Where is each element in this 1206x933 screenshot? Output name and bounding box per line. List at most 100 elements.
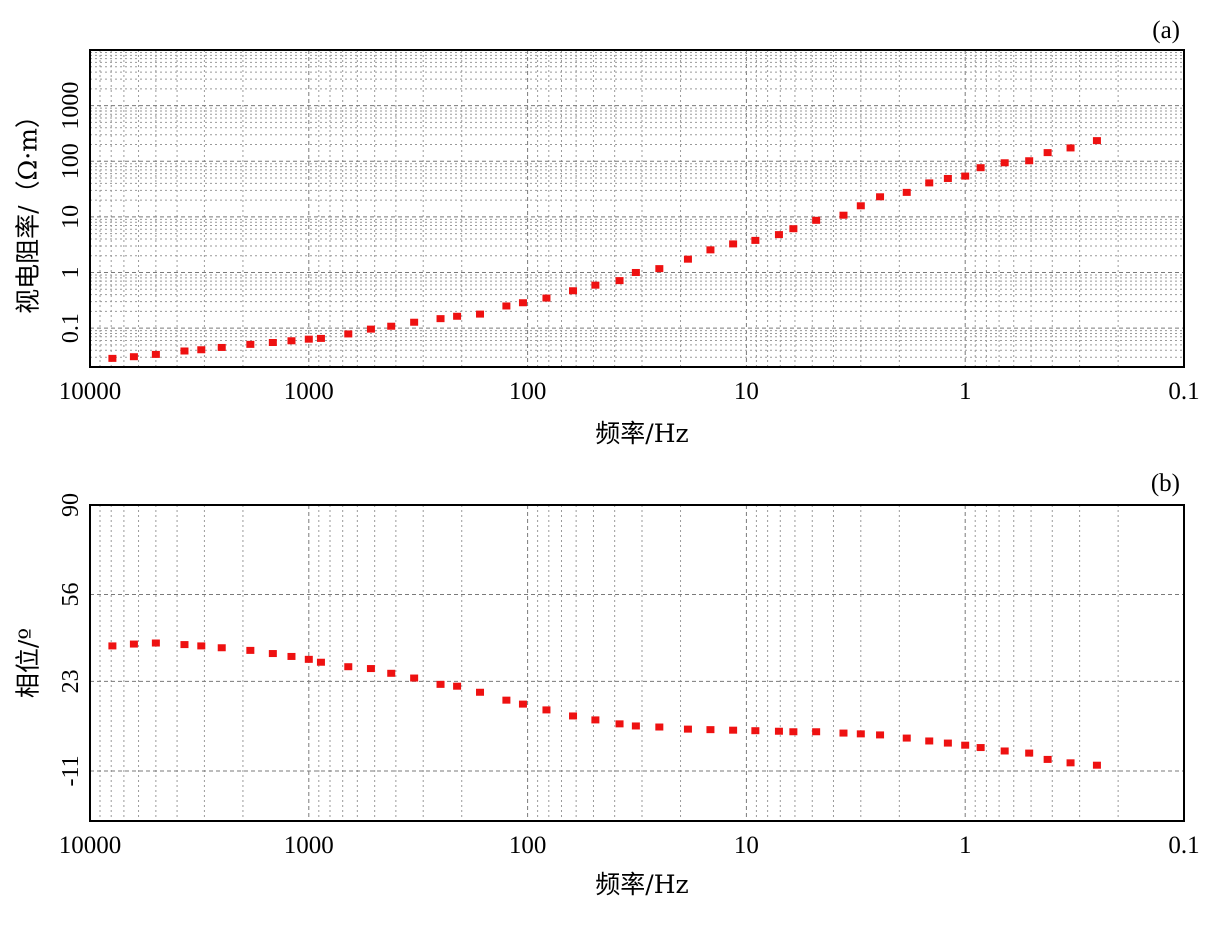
data-point: [151, 639, 160, 647]
data-point: [287, 337, 296, 345]
phase-grid: [90, 505, 1184, 821]
data-point: [410, 674, 419, 682]
data-point: [453, 312, 462, 320]
data-point: [1092, 137, 1101, 145]
data-point: [268, 650, 277, 658]
data-point: [706, 246, 715, 254]
x-tick-label: 1: [959, 378, 972, 405]
data-point: [344, 330, 353, 338]
phase-plot-frame: [89, 504, 1185, 822]
phase-x-axis-label: 频率/Hz: [595, 870, 688, 899]
data-point: [436, 315, 445, 323]
data-point: [569, 712, 578, 720]
data-point: [502, 696, 511, 704]
y-tick-label: 1000: [58, 82, 84, 130]
data-point: [683, 255, 692, 263]
x-tick-label: 10000: [59, 832, 122, 859]
data-point: [197, 642, 206, 650]
x-tick-label: 1000: [284, 378, 334, 405]
data-point: [542, 706, 551, 714]
data-point: [316, 334, 325, 342]
data-point: [1066, 759, 1075, 767]
data-point: [518, 299, 527, 307]
panel-label-b: (b): [1151, 470, 1180, 497]
data-point: [706, 726, 715, 734]
data-point: [812, 216, 821, 224]
y-tick-label: 100: [58, 143, 84, 179]
data-point: [1000, 747, 1009, 755]
data-point: [943, 739, 952, 747]
data-point: [876, 193, 885, 201]
data-point: [108, 642, 117, 650]
data-point: [812, 728, 821, 736]
resistivity-panel: 10000 1000 100 10 1 0.1 0.1 1 10 100 1000 频率/Hz 视…: [14, 17, 1200, 448]
data-point: [1025, 157, 1034, 165]
resistivity-x-ticks: 10000 1000 100 10 1 0.1: [59, 378, 1200, 405]
data-point: [902, 734, 911, 742]
phase-y-axis-label: 相位/º: [14, 628, 43, 698]
data-point: [839, 211, 848, 219]
data-point: [387, 669, 396, 677]
data-point: [1025, 749, 1034, 757]
data-point: [751, 727, 760, 735]
x-tick-label: 100: [509, 378, 547, 405]
data-point: [476, 688, 485, 696]
resistivity-y-ticks: 0.1 1 10 100 1000: [58, 82, 84, 343]
data-point: [591, 281, 600, 289]
x-tick-label: 10000: [59, 378, 122, 405]
data-point: [961, 741, 970, 749]
data-point: [655, 723, 664, 731]
x-tick-label: 1000: [284, 832, 334, 859]
resistivity-grid: [90, 50, 1184, 367]
x-tick-label: 0.1: [1168, 378, 1199, 405]
x-tick-label: 1: [959, 832, 972, 859]
data-point: [387, 322, 396, 330]
resistivity-x-axis-label: 频率/Hz: [595, 419, 688, 448]
data-point: [1000, 159, 1009, 167]
data-point: [569, 287, 578, 295]
data-point: [366, 325, 375, 333]
data-point: [217, 644, 226, 652]
data-point: [856, 730, 865, 738]
data-point: [591, 716, 600, 724]
data-point: [876, 731, 885, 739]
data-point: [856, 202, 865, 210]
data-point: [655, 265, 664, 273]
data-point: [410, 318, 419, 326]
data-point: [542, 294, 551, 302]
data-point: [1043, 149, 1052, 157]
data-point: [789, 225, 798, 233]
data-point: [108, 354, 117, 362]
data-point: [316, 658, 325, 666]
data-point: [683, 725, 692, 733]
x-tick-label: 10: [734, 378, 759, 405]
data-point: [1066, 144, 1075, 152]
data-point: [246, 340, 255, 348]
resistivity-y-axis-label: 视电阻率/（Ω·m）: [14, 103, 43, 314]
data-point: [151, 350, 160, 358]
data-point: [631, 268, 640, 276]
data-point: [729, 240, 738, 248]
data-point: [304, 335, 313, 343]
data-point: [902, 188, 911, 196]
resistivity-plot-frame: [89, 49, 1185, 368]
data-point: [287, 652, 296, 660]
phase-points: [108, 639, 1101, 769]
data-point: [631, 722, 640, 730]
data-point: [453, 682, 462, 690]
y-tick-label: 90: [58, 493, 84, 517]
y-tick-label: 23: [58, 669, 84, 693]
data-point: [436, 680, 445, 688]
data-point: [774, 727, 783, 735]
y-tick-label: -11: [58, 755, 84, 786]
data-point: [774, 231, 783, 239]
data-point: [476, 310, 485, 318]
x-tick-label: 100: [509, 832, 547, 859]
data-point: [729, 726, 738, 734]
data-point: [943, 174, 952, 182]
data-point: [217, 343, 226, 351]
data-point: [502, 302, 511, 310]
phase-y-ticks: -11 23 56 90: [58, 493, 84, 787]
